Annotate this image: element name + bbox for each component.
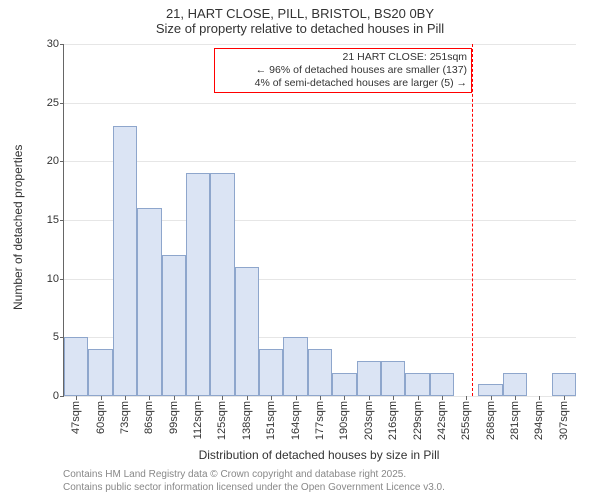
x-tick-label: 47sqm <box>70 401 82 434</box>
x-tick-mark <box>539 396 540 400</box>
x-tick-label: 86sqm <box>143 401 155 434</box>
y-tick-label: 25 <box>31 97 59 109</box>
x-tick-label: 255sqm <box>460 401 472 440</box>
x-tick-mark <box>344 396 345 400</box>
histogram-bar <box>430 373 454 396</box>
x-tick-label: 203sqm <box>363 401 375 440</box>
x-tick-label: 73sqm <box>119 401 131 434</box>
x-tick-label: 229sqm <box>412 401 424 440</box>
annotation-box: 21 HART CLOSE: 251sqm← 96% of detached h… <box>214 48 472 93</box>
y-tick-label: 15 <box>31 214 59 226</box>
x-tick-mark <box>393 396 394 400</box>
histogram-bar <box>332 373 356 396</box>
x-tick-label: 60sqm <box>95 401 107 434</box>
x-tick-mark <box>515 396 516 400</box>
x-tick-label: 112sqm <box>192 401 204 439</box>
histogram-bar <box>64 337 88 396</box>
x-tick-mark <box>491 396 492 400</box>
x-tick-label: 216sqm <box>387 401 399 440</box>
property-marker-line <box>472 44 473 396</box>
annotation-line1: 21 HART CLOSE: 251sqm <box>219 51 467 64</box>
x-tick-label: 99sqm <box>168 401 180 434</box>
y-tick-label: 20 <box>31 155 59 167</box>
x-tick-mark <box>466 396 467 400</box>
y-tick-mark <box>60 279 64 280</box>
x-tick-mark <box>271 396 272 400</box>
x-axis-label: Distribution of detached houses by size … <box>199 448 440 462</box>
histogram-bar <box>283 337 307 396</box>
histogram-bar <box>88 349 112 396</box>
x-tick-mark <box>198 396 199 400</box>
x-tick-mark <box>320 396 321 400</box>
credit-line-2: Contains public sector information licen… <box>63 481 445 494</box>
x-tick-mark <box>149 396 150 400</box>
chart-titles: 21, HART CLOSE, PILL, BRISTOL, BS20 0BY … <box>0 0 600 36</box>
chart-container: 21, HART CLOSE, PILL, BRISTOL, BS20 0BY … <box>0 0 600 500</box>
x-tick-label: 164sqm <box>290 401 302 440</box>
x-tick-label: 294sqm <box>533 401 545 440</box>
x-tick-mark <box>369 396 370 400</box>
histogram-bar <box>503 373 527 396</box>
histogram-bar <box>405 373 429 396</box>
annotation-line2: ← 96% of detached houses are smaller (13… <box>219 64 467 77</box>
x-tick-label: 177sqm <box>314 401 326 440</box>
x-tick-label: 138sqm <box>241 401 253 440</box>
chart-title-sub: Size of property relative to detached ho… <box>0 21 600 36</box>
x-tick-label: 281sqm <box>509 401 521 440</box>
x-tick-label: 268sqm <box>485 401 497 440</box>
histogram-bar <box>381 361 405 396</box>
x-tick-label: 125sqm <box>216 401 228 440</box>
x-tick-mark <box>125 396 126 400</box>
histogram-bar <box>478 384 502 396</box>
y-tick-mark <box>60 396 64 397</box>
histogram-bar <box>552 373 576 396</box>
grid-line <box>64 44 576 45</box>
y-tick-mark <box>60 44 64 45</box>
y-tick-label: 5 <box>31 331 59 343</box>
y-tick-mark <box>60 161 64 162</box>
x-tick-mark <box>174 396 175 400</box>
credit-line-1: Contains HM Land Registry data © Crown c… <box>63 468 445 481</box>
histogram-bar <box>137 208 161 396</box>
x-tick-mark <box>222 396 223 400</box>
y-tick-label: 10 <box>31 273 59 285</box>
histogram-bar <box>113 126 137 396</box>
annotation-line3: 4% of semi-detached houses are larger (5… <box>219 77 467 90</box>
histogram-bar <box>235 267 259 396</box>
y-tick-label: 30 <box>31 38 59 50</box>
histogram-bar <box>357 361 381 396</box>
x-tick-mark <box>564 396 565 400</box>
y-axis-label: Number of detached properties <box>11 145 25 310</box>
x-tick-mark <box>247 396 248 400</box>
y-tick-mark <box>60 103 64 104</box>
x-tick-mark <box>76 396 77 400</box>
x-tick-label: 190sqm <box>338 401 350 440</box>
x-tick-mark <box>296 396 297 400</box>
histogram-bar <box>210 173 234 396</box>
x-tick-label: 242sqm <box>436 401 448 440</box>
chart-title-main: 21, HART CLOSE, PILL, BRISTOL, BS20 0BY <box>0 6 600 21</box>
grid-line <box>64 161 576 162</box>
histogram-bar <box>308 349 332 396</box>
y-tick-label: 0 <box>31 390 59 402</box>
y-tick-mark <box>60 220 64 221</box>
x-tick-label: 307sqm <box>558 401 570 440</box>
x-tick-mark <box>442 396 443 400</box>
grid-line <box>64 103 576 104</box>
plot-area: 05101520253047sqm60sqm73sqm86sqm99sqm112… <box>63 44 576 397</box>
histogram-bar <box>259 349 283 396</box>
credit-text: Contains HM Land Registry data © Crown c… <box>63 468 445 494</box>
histogram-bar <box>186 173 210 396</box>
histogram-bar <box>162 255 186 396</box>
x-tick-mark <box>418 396 419 400</box>
x-tick-label: 151sqm <box>265 401 277 440</box>
x-tick-mark <box>101 396 102 400</box>
